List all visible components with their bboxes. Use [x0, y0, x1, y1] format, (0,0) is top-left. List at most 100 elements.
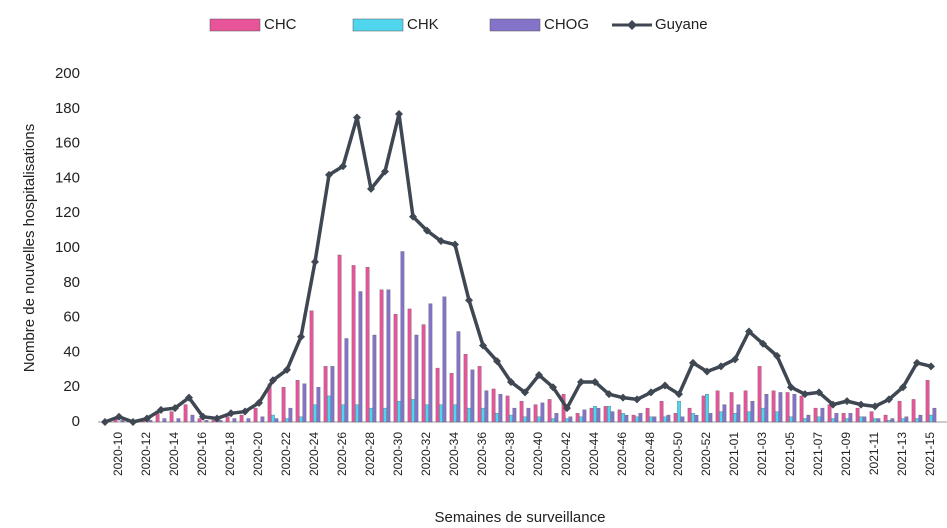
- line-marker: [633, 395, 641, 404]
- bar: [428, 303, 433, 423]
- bar: [481, 407, 485, 423]
- line-marker: [465, 296, 473, 305]
- bar: [358, 291, 363, 423]
- bar: [659, 400, 664, 423]
- bar: [831, 418, 835, 423]
- bar: [337, 254, 342, 423]
- bar: [397, 400, 401, 423]
- line-marker: [927, 362, 935, 371]
- bar: [610, 411, 615, 423]
- line-marker: [759, 339, 767, 348]
- x-tick-label: 2021-13: [895, 432, 909, 476]
- bar: [341, 404, 345, 423]
- bar: [162, 418, 167, 423]
- bar: [299, 416, 303, 423]
- y-tick-label: 40: [63, 343, 80, 360]
- line-marker: [675, 390, 683, 399]
- bar: [176, 418, 181, 423]
- bar: [603, 406, 608, 423]
- bar: [232, 418, 237, 423]
- bar: [271, 414, 275, 423]
- bar: [218, 420, 223, 423]
- bar: [841, 413, 846, 423]
- y-tick-label: 0: [72, 413, 80, 430]
- bar: [551, 418, 555, 423]
- bar: [467, 407, 471, 423]
- bar: [498, 394, 503, 423]
- bar: [540, 402, 545, 423]
- bar: [274, 418, 279, 423]
- y-tick-label: 80: [63, 274, 80, 291]
- x-tick-label: 2020-38: [503, 432, 517, 476]
- bar: [260, 416, 265, 423]
- line-marker: [731, 355, 739, 364]
- legend-label: CHOG: [544, 16, 589, 33]
- bar: [873, 418, 877, 423]
- bar: [183, 404, 188, 423]
- bar: [495, 413, 499, 423]
- line-marker: [227, 409, 235, 418]
- bar: [509, 414, 513, 423]
- bar: [719, 411, 723, 423]
- bar: [372, 334, 377, 423]
- line-marker: [381, 167, 389, 176]
- bar: [582, 409, 587, 423]
- bar: [439, 404, 443, 423]
- legend-swatch: [489, 18, 541, 32]
- bar: [344, 338, 349, 423]
- bar: [785, 392, 790, 423]
- bar: [547, 399, 552, 423]
- bar: [253, 407, 258, 423]
- bar: [799, 395, 804, 423]
- x-tick-label: 2021-11: [867, 432, 881, 475]
- line-marker: [521, 388, 529, 397]
- bar: [211, 420, 216, 423]
- bar: [589, 407, 594, 423]
- bar: [285, 418, 289, 423]
- x-tick-label: 2020-52: [699, 432, 713, 476]
- bar: [635, 416, 639, 423]
- line-marker: [297, 332, 305, 341]
- line-marker: [787, 383, 795, 392]
- bar: [400, 251, 405, 423]
- bar: [383, 407, 387, 423]
- bar: [887, 420, 891, 423]
- bar: [862, 416, 867, 423]
- bar: [915, 418, 919, 423]
- bar: [722, 404, 727, 423]
- line-marker: [843, 397, 851, 406]
- bar: [803, 418, 807, 423]
- bar: [701, 395, 706, 423]
- line-marker: [647, 388, 655, 397]
- bar: [876, 418, 881, 423]
- bar: [775, 411, 779, 423]
- x-tick-label: 2020-16: [195, 432, 209, 476]
- bar: [330, 366, 335, 423]
- bar: [817, 416, 821, 423]
- line-marker: [241, 407, 249, 416]
- x-tick-label: 2020-36: [475, 432, 489, 476]
- x-tick-label: 2020-34: [447, 432, 461, 476]
- bar: [890, 418, 895, 423]
- bar: [918, 414, 923, 423]
- line-marker: [409, 212, 417, 221]
- x-tick-label: 2020-28: [363, 432, 377, 476]
- bar: [855, 407, 860, 423]
- x-tick-label: 2020-42: [559, 432, 573, 476]
- line-marker: [493, 357, 501, 366]
- bar: [663, 416, 667, 423]
- bar: [694, 414, 699, 423]
- y-tick-label: 100: [55, 239, 80, 256]
- bar: [120, 420, 125, 423]
- x-tick-label: 2020-18: [223, 432, 237, 476]
- bar: [666, 414, 671, 423]
- bar: [708, 413, 713, 423]
- bar: [901, 418, 905, 423]
- bar: [631, 414, 636, 423]
- line-marker: [899, 383, 907, 392]
- line-marker: [717, 362, 725, 371]
- line-marker: [703, 367, 711, 376]
- y-axis-label: Nombre de nouvelles hospitalisations: [21, 124, 38, 372]
- bar: [281, 387, 286, 423]
- legend-label: Guyane: [655, 16, 708, 33]
